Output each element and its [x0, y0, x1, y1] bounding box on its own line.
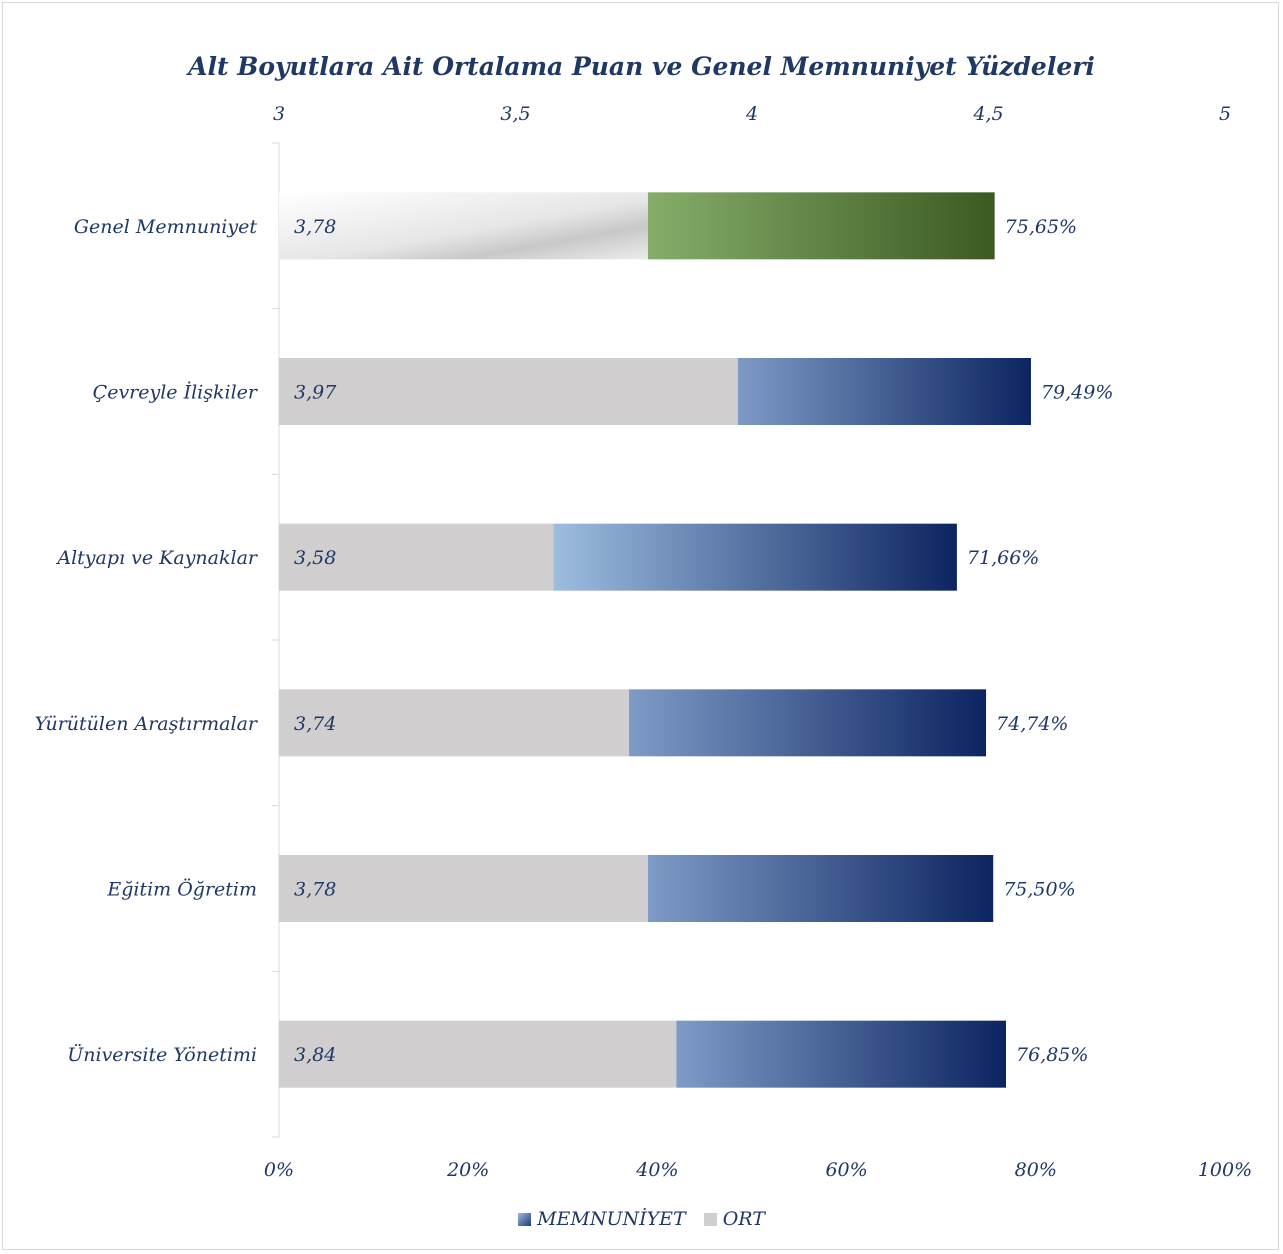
data-label-memnuniyet: 75,50%: [1003, 879, 1075, 901]
top-axis-tick-label: 5: [1219, 103, 1231, 125]
bar-ort: [279, 1020, 677, 1088]
bar-memnuniyet: [647, 855, 994, 922]
legend-label-memnuniyet: MEMNUNİYET: [537, 1208, 686, 1230]
top-axis-tick-label: 4,5: [972, 103, 1003, 125]
top-axis-tick-label: 3,5: [500, 103, 530, 125]
legend: MEMNUNİYET ORT: [0, 1208, 1283, 1230]
data-label-memnuniyet: 79,49%: [1041, 382, 1113, 404]
data-label-ort: 3,84: [294, 1044, 336, 1066]
data-label-ort: 3,74: [294, 713, 336, 735]
category-label: Çevreyle İlişkiler: [93, 381, 259, 404]
bar-memnuniyet: [647, 192, 995, 260]
bottom-axis-tick-label: 100%: [1198, 1159, 1252, 1181]
category-label: Yürütülen Araştırmalar: [35, 713, 259, 735]
data-label-memnuniyet: 74,74%: [996, 713, 1068, 735]
bar-ort: [279, 358, 738, 425]
bottom-axis-tick-label: 20%: [446, 1159, 489, 1181]
bar-memnuniyet: [629, 689, 987, 757]
bar-ort: [279, 855, 648, 922]
category-label: Genel Memnuniyet: [74, 216, 257, 238]
bar-memnuniyet: [737, 358, 1031, 425]
bottom-axis-tick-label: 80%: [1015, 1159, 1057, 1181]
top-axis-tick-label: 4: [745, 103, 758, 125]
data-label-memnuniyet: 71,66%: [967, 547, 1039, 569]
data-label-memnuniyet: 76,85%: [1016, 1044, 1088, 1066]
data-label-ort: 3,97: [294, 382, 337, 404]
bottom-axis-tick-label: 40%: [635, 1159, 678, 1181]
chart-title: Alt Boyutlara Ait Ortalama Puan ve Genel…: [188, 52, 1095, 81]
category-label: Üniversite Yönetimi: [67, 1043, 257, 1066]
bottom-axis-tick-label: 60%: [825, 1159, 867, 1181]
data-label-ort: 3,78: [294, 879, 336, 901]
data-label-ort: 3,58: [294, 547, 336, 569]
legend-swatch-memnuniyet: [518, 1212, 532, 1226]
data-label-ort: 3,78: [294, 216, 336, 238]
legend-item-memnuniyet: MEMNUNİYET: [518, 1208, 686, 1230]
bar-ort: [279, 689, 630, 757]
category-label: Altyapı ve Kaynaklar: [55, 547, 259, 569]
bar-memnuniyet: [676, 1020, 1007, 1088]
bar-ort: [279, 192, 648, 260]
legend-item-ort: ORT: [703, 1208, 765, 1230]
bar-ort: [279, 523, 554, 591]
legend-swatch-ort: [703, 1212, 717, 1226]
category-label: Eğitim Öğretim: [106, 878, 257, 901]
top-axis-tick-label: 3: [273, 103, 285, 125]
bottom-axis-tick-label: 0%: [264, 1159, 294, 1181]
data-label-memnuniyet: 75,65%: [1005, 216, 1077, 238]
bar-memnuniyet: [553, 523, 957, 591]
legend-label-ort: ORT: [722, 1208, 765, 1230]
